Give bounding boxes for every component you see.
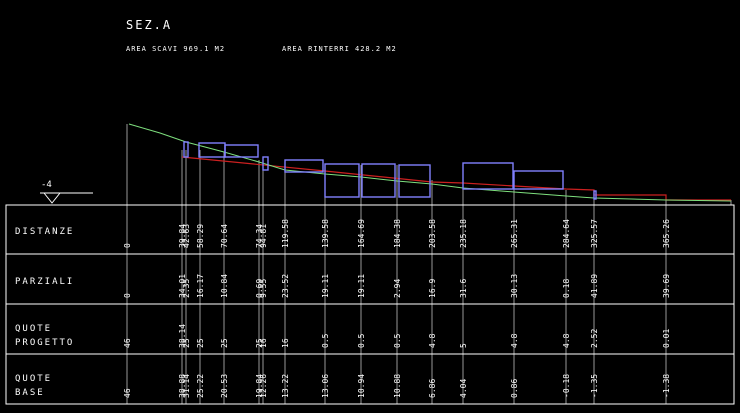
column-value-base: 19.84 xyxy=(255,374,264,398)
row-label-quote-base-2: BASE xyxy=(15,388,45,398)
column-value-base: 10.88 xyxy=(393,374,402,398)
section-area-box xyxy=(183,141,189,158)
section-area-box xyxy=(284,159,324,173)
column-value-parziale: 0 xyxy=(123,293,132,298)
column-value-base: 12.26 xyxy=(259,374,268,398)
section-area-box xyxy=(398,164,431,198)
column-value-parziale: 19.11 xyxy=(357,274,366,298)
row-label-quote-progetto-1: QUOTE xyxy=(15,324,52,334)
column-value-parziale: 34.01 xyxy=(178,274,187,298)
column-value-progetto: 0.01 xyxy=(662,329,671,348)
column-value-progetto: 46 xyxy=(123,338,132,348)
datum-symbol: -4 xyxy=(40,180,93,204)
column-value-distanza: 284.64 xyxy=(562,219,571,248)
column-value-distanza: 265.31 xyxy=(510,219,519,248)
row-label-quote-progetto-2: PROGETTO xyxy=(15,338,74,348)
column-value-progetto: 4.8 xyxy=(562,333,571,348)
column-value-parziale: 39.69 xyxy=(662,274,671,298)
column-value-distanza: 74.34 xyxy=(255,224,264,248)
column-value-distanza: 365.26 xyxy=(662,219,671,248)
column-value-distanza: 184.38 xyxy=(393,219,402,248)
column-value-distanza: 203.58 xyxy=(428,219,437,248)
column-value-distanza: 139.58 xyxy=(321,219,330,248)
column-value-parziale: 9.55 xyxy=(259,279,268,298)
column-value-base: -1.38 xyxy=(662,374,671,398)
column-value-parziale: 10.84 xyxy=(220,274,229,298)
column-value-parziale: 0.18 xyxy=(562,279,571,298)
ground-profile-line xyxy=(128,123,732,202)
column-value-parziale: 0.69 xyxy=(255,279,264,298)
column-value-distanza: 58.29 xyxy=(196,224,205,248)
column-value-parziale: 16.17 xyxy=(196,274,205,298)
column-value-distanza: 94.81 xyxy=(259,224,268,248)
column-value-base: -1.35 xyxy=(590,374,599,398)
column-value-progetto: 25 xyxy=(220,338,229,348)
column-value-parziale: 19.11 xyxy=(321,274,330,298)
section-area-box xyxy=(224,144,259,158)
row-label-parziali: PARZIALI xyxy=(15,277,74,287)
column-value-base: 6.86 xyxy=(428,379,437,398)
column-value-parziale: 31.6 xyxy=(459,279,468,298)
area-scavi-label: AREA SCAVI 969.1 M2 xyxy=(126,45,225,53)
design-profile-line xyxy=(181,156,731,201)
section-area-box xyxy=(361,163,396,198)
column-value-progetto: 0.5 xyxy=(321,333,330,348)
column-value-progetto: 5 xyxy=(459,343,468,348)
section-area-box xyxy=(324,163,360,198)
column-value-base: 46 xyxy=(123,388,132,398)
column-value-distanza: 0 xyxy=(123,243,132,248)
column-value-progetto: 4.8 xyxy=(428,333,437,348)
column-value-parziale: 41.89 xyxy=(590,274,599,298)
column-value-parziale: 2.35 xyxy=(182,279,191,298)
column-value-base: 13.06 xyxy=(321,374,330,398)
column-value-progetto: 38.14 xyxy=(178,324,187,348)
column-value-progetto: 25 xyxy=(255,338,264,348)
section-area-box xyxy=(262,156,269,171)
section-area-box xyxy=(593,190,597,200)
row-label-distanze: DISTANZE xyxy=(15,227,74,237)
profile-drawing xyxy=(126,123,732,205)
section-title: SEZ.A xyxy=(126,18,172,32)
column-value-parziale: 16.9 xyxy=(428,279,437,298)
column-value-parziale: 23.52 xyxy=(281,274,290,298)
column-value-base: 13.22 xyxy=(281,374,290,398)
column-value-distanza: 42.63 xyxy=(182,224,191,248)
column-value-parziale: 2.94 xyxy=(393,279,402,298)
column-value-base: -0.18 xyxy=(562,374,571,398)
column-value-base: 4.04 xyxy=(459,379,468,398)
section-area-box xyxy=(513,170,564,190)
data-table-grid xyxy=(5,204,735,405)
datum-label: -4 xyxy=(41,180,52,190)
column-value-base: 20.53 xyxy=(220,374,229,398)
column-value-distanza: 325.57 xyxy=(590,219,599,248)
column-value-progetto: 4.8 xyxy=(510,333,519,348)
column-value-base: 25.22 xyxy=(196,374,205,398)
column-value-distanza: 119.58 xyxy=(281,219,290,248)
column-value-distanza: 70.64 xyxy=(220,224,229,248)
column-value-base: 10.94 xyxy=(357,374,366,398)
column-value-progetto: 25 xyxy=(182,338,191,348)
column-value-base: 0.86 xyxy=(510,379,519,398)
column-value-distanza: 39.84 xyxy=(178,224,187,248)
section-area-box xyxy=(462,162,514,190)
column-value-base: 31.14 xyxy=(182,374,191,398)
column-value-distanza: 164.69 xyxy=(357,219,366,248)
column-value-progetto: 2.52 xyxy=(590,329,599,348)
column-value-progetto: 0.5 xyxy=(357,333,366,348)
section-area-box xyxy=(198,142,226,158)
column-value-base: 38.88 xyxy=(178,374,187,398)
row-label-quote-base-1: QUOTE xyxy=(15,374,52,384)
table-columns: 0 0 46 46 39.84 34.01 38.14 38.88 42.63 2.35 25 31.… xyxy=(123,205,671,404)
column-value-progetto: 0.5 xyxy=(393,333,402,348)
area-rinterri-label: AREA RINTERRI 428.2 M2 xyxy=(282,45,397,53)
column-value-progetto: 16 xyxy=(281,338,290,348)
column-value-progetto: 16 xyxy=(259,338,268,348)
column-value-parziale: 30.13 xyxy=(510,274,519,298)
column-value-progetto: 25 xyxy=(196,338,205,348)
column-value-distanza: 235.18 xyxy=(459,219,468,248)
